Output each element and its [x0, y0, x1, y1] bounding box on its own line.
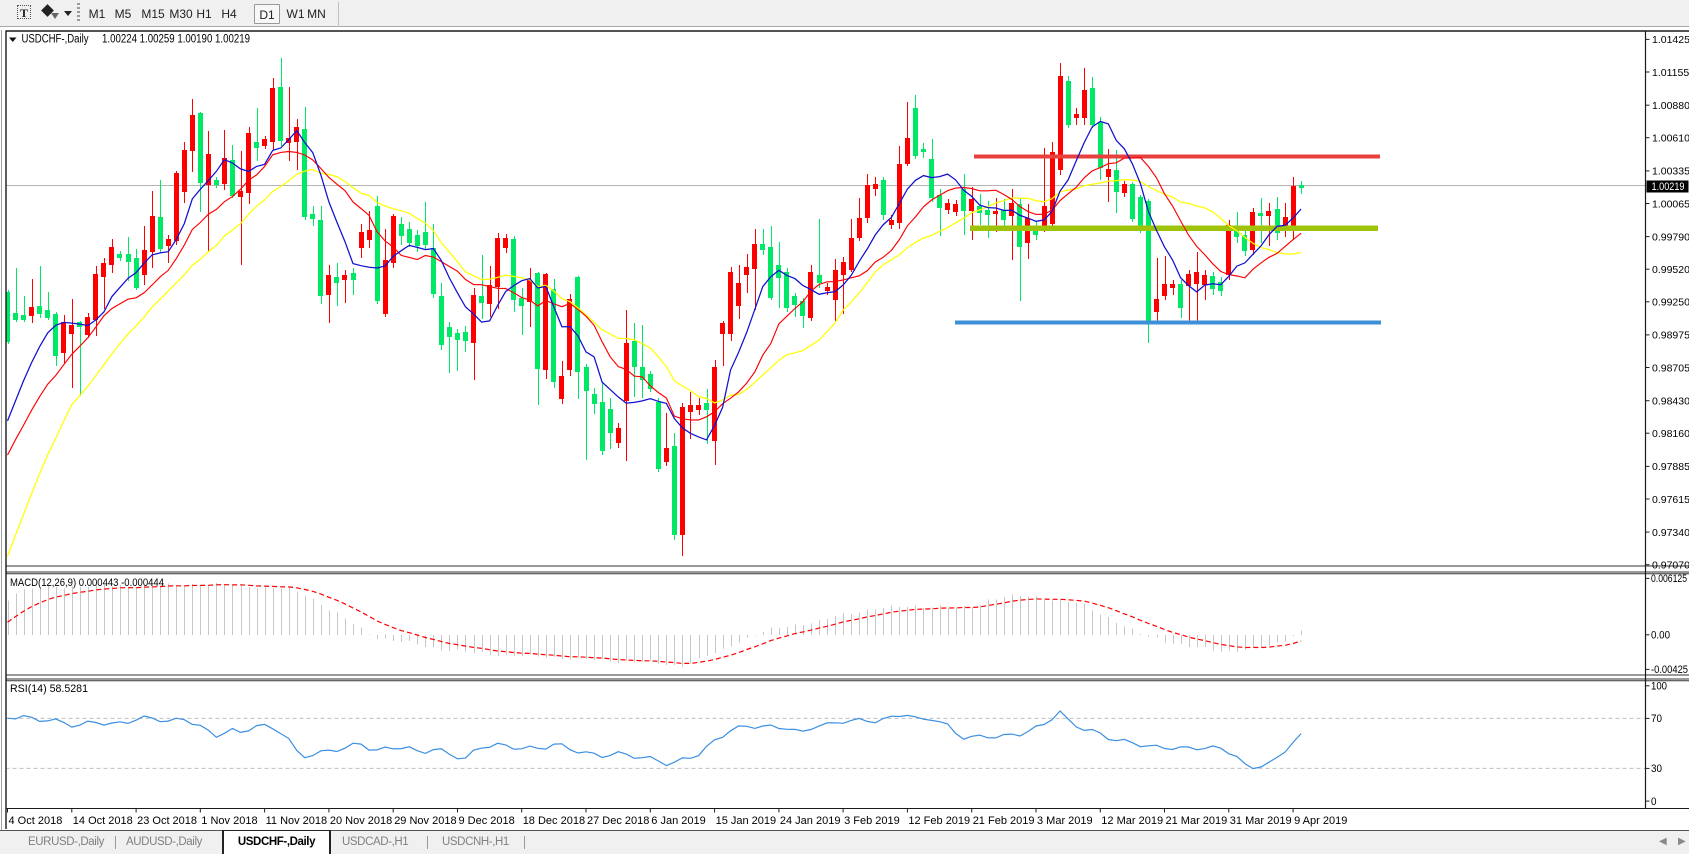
- svg-text:3 Mar 2019: 3 Mar 2019: [1037, 815, 1093, 827]
- svg-text:6 Jan 2019: 6 Jan 2019: [651, 815, 705, 827]
- svg-text:24 Jan 2019: 24 Jan 2019: [780, 815, 841, 827]
- svg-text:0.99790: 0.99790: [1652, 231, 1689, 243]
- svg-text:1.00610: 1.00610: [1652, 133, 1689, 145]
- svg-text:21 Mar 2019: 21 Mar 2019: [1166, 815, 1228, 827]
- svg-text:21 Feb 2019: 21 Feb 2019: [973, 815, 1035, 827]
- svg-text:3 Feb 2019: 3 Feb 2019: [844, 815, 900, 827]
- svg-text:100: 100: [1651, 681, 1667, 693]
- svg-text:0.99250: 0.99250: [1652, 297, 1689, 309]
- svg-text:23 Oct 2018: 23 Oct 2018: [137, 815, 197, 827]
- svg-text:0.97070: 0.97070: [1652, 560, 1689, 572]
- svg-text:1.00219: 1.00219: [1652, 181, 1685, 193]
- svg-text:20 Nov 2018: 20 Nov 2018: [330, 815, 392, 827]
- svg-text:9 Apr 2019: 9 Apr 2019: [1294, 815, 1347, 827]
- svg-text:0.97340: 0.97340: [1652, 527, 1689, 539]
- svg-text:0.006125: 0.006125: [1651, 573, 1687, 585]
- svg-text:0.97615: 0.97615: [1652, 494, 1689, 506]
- svg-text:9 Dec 2018: 9 Dec 2018: [459, 815, 515, 827]
- svg-text:1.00880: 1.00880: [1652, 100, 1689, 112]
- svg-text:0.98705: 0.98705: [1652, 362, 1689, 374]
- svg-text:12 Mar 2019: 12 Mar 2019: [1101, 815, 1163, 827]
- svg-text:70: 70: [1651, 713, 1662, 725]
- svg-text:1.00224 1.00259 1.00190 1.0021: 1.00224 1.00259 1.00190 1.00219: [102, 34, 250, 46]
- svg-text:12 Feb 2019: 12 Feb 2019: [908, 815, 970, 827]
- svg-text:0.98430: 0.98430: [1652, 396, 1689, 408]
- svg-text:29 Nov 2018: 29 Nov 2018: [394, 815, 456, 827]
- svg-text:14 Oct 2018: 14 Oct 2018: [73, 815, 133, 827]
- svg-text:1.01425: 1.01425: [1652, 34, 1689, 46]
- svg-text:-0.00425: -0.00425: [1651, 664, 1688, 676]
- svg-text:RSI(14) 58.5281: RSI(14) 58.5281: [10, 683, 88, 695]
- svg-text:18 Dec 2018: 18 Dec 2018: [523, 815, 585, 827]
- svg-text:27 Dec 2018: 27 Dec 2018: [587, 815, 649, 827]
- svg-text:0.00: 0.00: [1651, 630, 1670, 642]
- svg-text:31 Mar 2019: 31 Mar 2019: [1230, 815, 1292, 827]
- svg-text:MACD(12,26,9) 0.000443 -0.0004: MACD(12,26,9) 0.000443 -0.000444: [10, 577, 164, 589]
- svg-text:USDCHF-,Daily: USDCHF-,Daily: [22, 34, 89, 46]
- svg-text:1 Nov 2018: 1 Nov 2018: [201, 815, 257, 827]
- svg-text:0.98975: 0.98975: [1652, 330, 1689, 342]
- svg-text:4 Oct 2018: 4 Oct 2018: [9, 815, 63, 827]
- svg-text:0.99520: 0.99520: [1652, 264, 1689, 276]
- svg-text:0.98160: 0.98160: [1652, 428, 1689, 440]
- svg-text:0: 0: [1651, 796, 1657, 808]
- svg-text:11 Nov 2018: 11 Nov 2018: [266, 815, 328, 827]
- svg-text:30: 30: [1651, 763, 1662, 775]
- svg-text:1.00065: 1.00065: [1652, 198, 1689, 210]
- svg-text:1.00335: 1.00335: [1652, 166, 1689, 178]
- svg-text:15 Jan 2019: 15 Jan 2019: [716, 815, 777, 827]
- svg-text:0.97885: 0.97885: [1652, 461, 1689, 473]
- svg-text:1.01155: 1.01155: [1652, 67, 1689, 79]
